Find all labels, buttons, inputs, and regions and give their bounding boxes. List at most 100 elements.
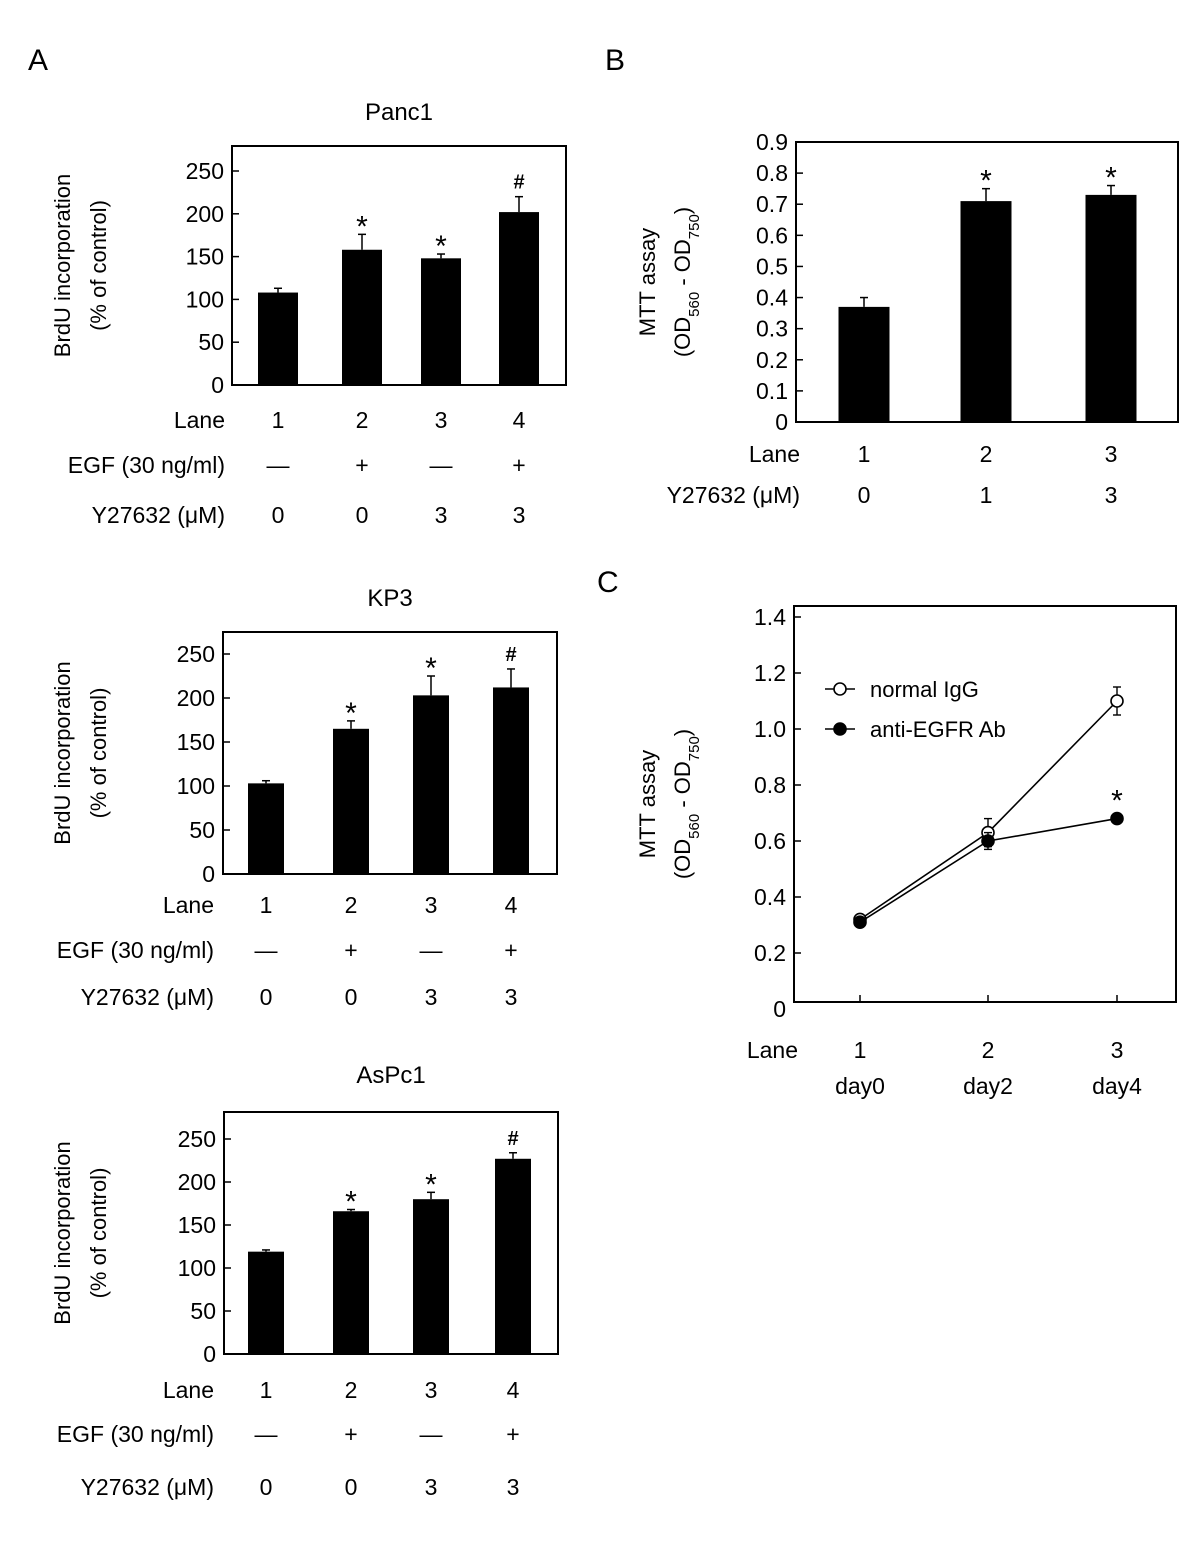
row-value: +: [355, 452, 368, 478]
row-label: EGF (30 ng/ml): [57, 937, 214, 963]
row-value: day0: [835, 1073, 885, 1099]
row-value: 3: [435, 407, 448, 433]
row-value: 3: [1111, 1037, 1124, 1063]
significance-star: *: [345, 1186, 357, 1219]
significance-star: *: [1105, 162, 1117, 195]
plot-frame: [793, 605, 1177, 1003]
y-tick-label: 200: [177, 685, 215, 711]
row-value: —: [267, 452, 290, 478]
data-point: [1110, 694, 1124, 708]
y-axis-label: BrdU incorporation: [50, 661, 75, 844]
significance-star: *: [425, 652, 437, 685]
row-value: day4: [1092, 1073, 1142, 1099]
bar: [413, 695, 449, 874]
data-point: [981, 834, 995, 848]
significance-star: *: [1111, 785, 1123, 818]
row-value: —: [420, 1421, 443, 1447]
y-tick-label: 200: [178, 1169, 216, 1195]
panel-label-a: A: [28, 44, 48, 77]
y-tick-label: 0.4: [754, 884, 786, 910]
y-tick-label: 0.8: [756, 160, 788, 186]
bar: [495, 1158, 531, 1354]
row-label: Lane: [174, 407, 225, 433]
y-tick-label: 100: [177, 773, 215, 799]
row-value: —: [255, 1421, 278, 1447]
significance-star: *: [435, 230, 447, 263]
row-value: 2: [345, 1377, 358, 1403]
row-value: 0: [858, 482, 871, 508]
row-value: 0: [356, 502, 369, 528]
row-value: 2: [345, 892, 358, 918]
chart-B-mtt: 0 0.1 0.2 0.3 0.4 0.5 0.6 0.7 0.8 0.9 MTT assay (OD…: [635, 129, 1179, 508]
chart-title: KP3: [367, 585, 412, 612]
y-tick-label: 0: [211, 372, 224, 398]
row-value: 4: [507, 1377, 520, 1403]
row-value: 3: [505, 984, 518, 1010]
row-value: 2: [980, 441, 993, 467]
y-tick-label: 50: [190, 1298, 216, 1324]
bar: [258, 292, 298, 385]
row-value: —: [255, 937, 278, 963]
row-value: day2: [963, 1073, 1013, 1099]
y-tick-label: 100: [178, 1255, 216, 1281]
row-value: —: [420, 937, 443, 963]
y-axis-label-units: (% of control): [86, 200, 111, 331]
y-tick-label: 250: [178, 1126, 216, 1152]
row-label: Lane: [749, 441, 800, 467]
row-label: Lane: [163, 892, 214, 918]
data-point: [1110, 811, 1124, 826]
row-label: Lane: [747, 1037, 798, 1063]
bar: [493, 687, 529, 874]
row-label: EGF (30 ng/ml): [68, 452, 225, 478]
data-point: [853, 915, 867, 930]
legend-label: anti-EGFR Ab: [870, 717, 1006, 742]
row-value: 3: [425, 892, 438, 918]
y-tick-label: 0.3: [756, 316, 788, 342]
row-label: Lane: [163, 1377, 214, 1403]
row-label: Y27632 (μM): [667, 482, 800, 508]
y-tick-label: 1.2: [754, 660, 786, 686]
y-axis-label-units: (% of control): [86, 1168, 111, 1299]
row-value: 1: [854, 1037, 867, 1063]
row-value: 0: [260, 1474, 273, 1500]
significance-star: *: [356, 210, 368, 243]
plot-frame: [231, 145, 567, 386]
bar: [499, 212, 539, 385]
y-tick-label: 1.0: [754, 716, 786, 742]
row-value: 3: [435, 502, 448, 528]
row-value: —: [430, 452, 453, 478]
legend-marker: [833, 722, 847, 736]
bar: [342, 249, 382, 385]
y-tick-label: 1.4: [754, 604, 786, 630]
y-tick-label: 0: [203, 1341, 216, 1367]
bar: [421, 258, 461, 385]
row-label: Y27632 (μM): [81, 1474, 214, 1500]
row-value: 2: [356, 407, 369, 433]
row-value: 0: [260, 984, 273, 1010]
y-tick-label: 150: [178, 1212, 216, 1238]
y-tick-label: 0.2: [754, 940, 786, 966]
row-value: +: [344, 937, 357, 963]
panel-label-c: C: [597, 566, 619, 599]
y-tick-label: 200: [186, 201, 224, 227]
y-axis-label: MTT assay: [635, 750, 660, 858]
bar: [333, 728, 369, 874]
y-tick-label: 50: [189, 817, 215, 843]
row-value: +: [512, 452, 525, 478]
bar: [838, 306, 890, 422]
y-tick-label: 0.4: [756, 285, 788, 311]
row-label: EGF (30 ng/ml): [57, 1421, 214, 1447]
row-value: 3: [507, 1474, 520, 1500]
y-axis-label: MTT assay: [635, 228, 660, 336]
row-value: 1: [858, 441, 871, 467]
bar: [1085, 194, 1137, 422]
row-label: Y27632 (μM): [92, 502, 225, 528]
row-value: +: [506, 1421, 519, 1447]
chart-title: AsPc1: [356, 1062, 425, 1089]
bar: [333, 1211, 369, 1354]
y-tick-label: 0.9: [756, 129, 788, 155]
y-axis-label-units: (OD560 - OD750): [670, 207, 703, 357]
chart-C-mtt-time: 0 0.2 0.4 0.6 0.8 1.0 1.2 1.4 MTT assay (OD560 - …: [635, 604, 1177, 1099]
